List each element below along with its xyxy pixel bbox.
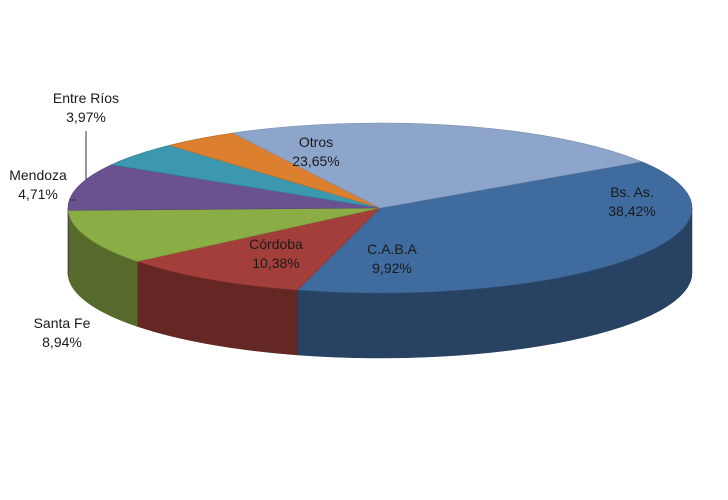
slice-labels: Bs. As. 38,42% C.A.B.A 9,92% Córdoba 10,38% Sa…: [9, 90, 656, 350]
slice-label-mendoza: Mendoza 4,71%: [9, 167, 67, 202]
pie-tops: [67, 122, 693, 294]
slice-bs-as: [296, 161, 693, 294]
slice-label-bs-as: Bs. As. 38,42%: [608, 184, 655, 219]
leader-lines: [70, 131, 87, 201]
slice-otros: [231, 122, 643, 209]
pie-sides: [67, 207, 693, 359]
slice-label-cordoba: Córdoba 10,38%: [249, 236, 303, 271]
slice-label-santa-fe: Santa Fe 8,94%: [34, 315, 91, 350]
slice-cordoba: [67, 207, 381, 262]
slice-label-entre-rios: Entre Ríos 3,97%: [53, 90, 119, 125]
slice-label-c-a-b-a: C.A.B.A 9,92%: [367, 241, 417, 276]
slice-santa-fe: [67, 164, 381, 211]
slice-label-otros: Otros 23,65%: [292, 134, 339, 169]
slice-c-a-b-a: [136, 207, 381, 291]
